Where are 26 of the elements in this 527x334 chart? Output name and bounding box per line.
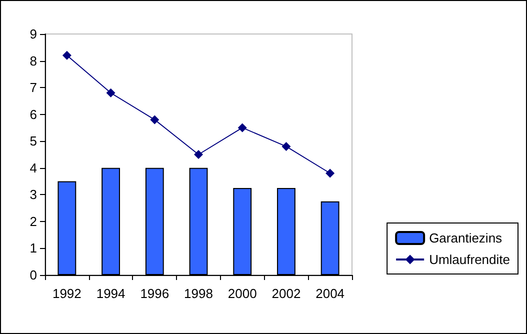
y-tick-label: 2 [30,214,37,229]
y-tick-label: 0 [30,268,37,282]
legend-label: Umlaufrendite [429,252,510,267]
point [150,115,160,124]
x-tick-label: 2000 [228,286,257,301]
point [194,150,203,159]
legend-label: Garantiezins [429,230,503,246]
x-tick-label: 1998 [184,286,213,301]
y-tick-label: 4 [30,160,37,176]
x-tick-label: 1994 [96,286,126,301]
y-tick-label: 9 [30,26,37,42]
x-tick-label: 2002 [272,286,301,301]
x-tick-label: 2004 [316,286,345,301]
y-tick-label: 7 [30,80,37,96]
y-tick-label: 3 [30,187,37,202]
x-tick-label: 1992 [52,286,82,301]
y-tick-label: 8 [30,53,37,68]
point [238,123,247,132]
point [62,50,72,60]
y-tick-label: 1 [30,240,37,256]
point [106,88,116,98]
x-tick-label: 1996 [140,286,170,301]
y-tick-label: 6 [30,106,37,122]
y-tick-label: 5 [30,134,37,149]
point [282,142,291,151]
point [326,168,335,178]
